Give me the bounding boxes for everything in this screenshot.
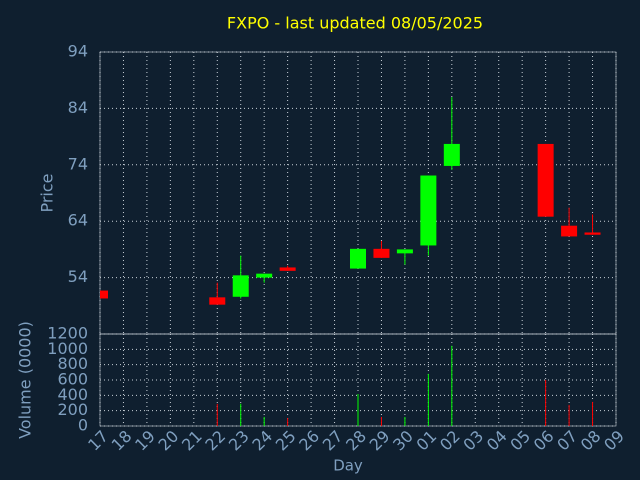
volume-tick-label: 200 <box>57 400 88 419</box>
y-tick-label: 94 <box>68 42 88 61</box>
candle-body <box>279 267 296 271</box>
candle-body <box>561 225 578 237</box>
candle-body <box>350 248 366 269</box>
candle-body <box>256 273 273 278</box>
chart-title: FXPO - last updated 08/05/2025 <box>227 14 483 33</box>
x-tick-label: 09 <box>600 427 628 455</box>
x-axis-label: Day <box>333 457 363 475</box>
volume-tick-label: 600 <box>57 370 88 389</box>
candles <box>100 97 601 305</box>
volume-tick-label: 400 <box>57 385 88 404</box>
y-tick-label: 74 <box>68 154 88 173</box>
candle-body <box>100 290 108 299</box>
y-tick-label: 64 <box>68 211 88 230</box>
candle-body <box>373 248 390 258</box>
candle-body <box>209 297 226 305</box>
candle-body <box>443 143 460 166</box>
volume-tick-label: 1200 <box>47 324 88 343</box>
volume-axis-label: Volume (0000) <box>16 321 35 439</box>
y-tick-label: 54 <box>68 267 88 286</box>
candle-body <box>420 175 437 246</box>
candle-body <box>232 275 249 297</box>
volume-tick-label: 800 <box>57 354 88 373</box>
y-tick-label: 84 <box>68 98 88 117</box>
candle-body <box>396 249 413 254</box>
candle-body <box>537 143 554 217</box>
candle-body <box>584 232 601 235</box>
volume-tick-label: 0 <box>78 416 88 435</box>
y-axis-label: Price <box>38 173 57 212</box>
volume-tick-label: 1000 <box>47 339 88 358</box>
